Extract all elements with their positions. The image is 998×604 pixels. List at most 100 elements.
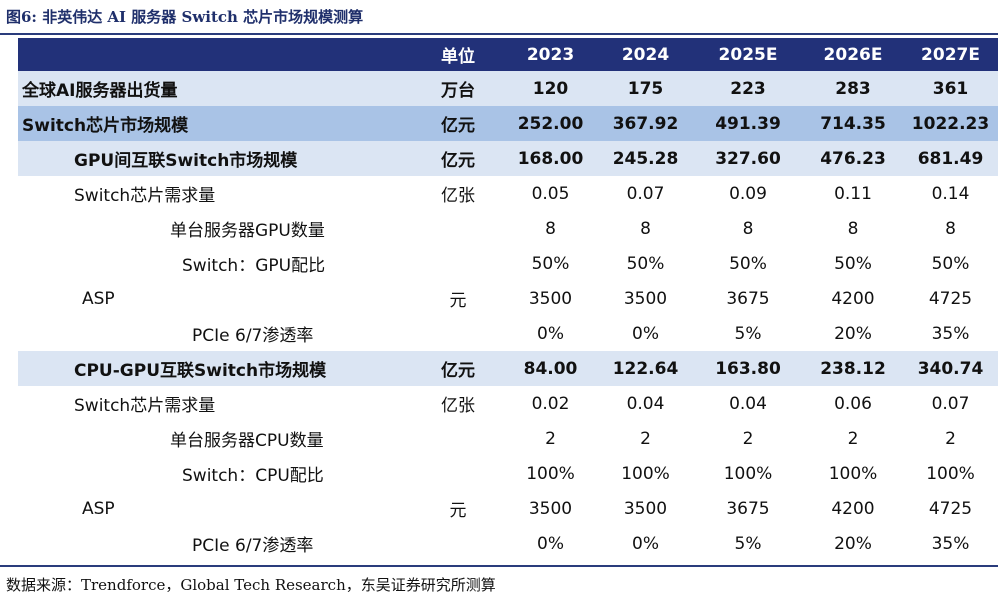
- value-cell: 0.09: [729, 183, 767, 204]
- value-cell: 2: [742, 428, 754, 449]
- value-cell: 84.00: [503, 351, 598, 386]
- value-cell: 367.92: [598, 106, 693, 141]
- value-cell: 20%: [834, 323, 872, 344]
- table-row: Switch芯片市场规模 亿元 252.00 367.92 491.39 714…: [18, 106, 998, 141]
- header-year: 2025E: [693, 38, 803, 71]
- row-unit: 亿张: [441, 396, 475, 416]
- row-label: PCIe 6/7渗透率: [192, 536, 314, 556]
- value-cell: 5%: [734, 533, 762, 554]
- row-label: GPU间互联Switch市场规模: [18, 141, 413, 176]
- row-unit: 亿元: [413, 106, 503, 141]
- row-unit: [413, 526, 503, 561]
- table-row: 单台服务器CPU数量 2 2 2 2 2: [18, 421, 998, 456]
- value-cell: 8: [945, 218, 956, 239]
- value-cell: 50%: [834, 253, 872, 274]
- value-cell: 2: [945, 428, 956, 449]
- row-label: 全球AI服务器出货量: [18, 71, 413, 106]
- value-cell: 327.60: [693, 141, 803, 176]
- value-cell: 4200: [831, 498, 875, 519]
- value-cell: 245.28: [598, 141, 693, 176]
- table-row: ASP 元 3500 3500 3675 4200 4725: [18, 491, 998, 526]
- value-cell: 50%: [626, 253, 665, 274]
- value-cell: 100%: [828, 463, 878, 484]
- value-cell: 120: [503, 71, 598, 106]
- value-cell: 714.35: [803, 106, 903, 141]
- table-row: Switch芯片需求量 亿张 0.05 0.07 0.09 0.11 0.14: [18, 176, 998, 211]
- value-cell: 8: [847, 218, 859, 239]
- value-cell: 0.14: [931, 183, 970, 204]
- figure-title: 图6: 非英伟达 AI 服务器 Switch 芯片市场规模测算: [6, 8, 364, 26]
- row-unit: [413, 246, 503, 281]
- header-year: 2027E: [903, 38, 998, 71]
- table-row: 全球AI服务器出货量 万台 120 175 223 283 361: [18, 71, 998, 106]
- table-row: GPU间互联Switch市场规模 亿元 168.00 245.28 327.60…: [18, 141, 998, 176]
- value-cell: 491.39: [693, 106, 803, 141]
- value-cell: 238.12: [803, 351, 903, 386]
- row-label: CPU-GPU互联Switch市场规模: [18, 351, 413, 386]
- market-size-table: 单位 2023 2024 2025E 2026E 2027E 全球AI服务器出货…: [18, 38, 998, 561]
- row-unit: [413, 456, 503, 491]
- value-cell: 4725: [928, 288, 973, 309]
- value-cell: 8: [742, 218, 754, 239]
- value-cell: 4200: [831, 288, 875, 309]
- value-cell: 0.06: [834, 393, 872, 414]
- header-year: 2024: [598, 38, 693, 71]
- value-cell: 283: [803, 71, 903, 106]
- value-cell: 3500: [623, 288, 668, 309]
- value-cell: 0%: [632, 323, 659, 344]
- value-cell: 122.64: [598, 351, 693, 386]
- row-label: PCIe 6/7渗透率: [192, 326, 314, 346]
- value-cell: 0.11: [834, 183, 872, 204]
- value-cell: 0.04: [626, 393, 665, 414]
- value-cell: 3675: [726, 498, 770, 519]
- value-cell: 175: [598, 71, 693, 106]
- header-label-cell: [18, 38, 413, 71]
- bottom-rule: [0, 565, 998, 567]
- row-unit: [413, 211, 503, 246]
- top-rule: [0, 33, 998, 35]
- value-cell: 50%: [531, 253, 570, 274]
- value-cell: 252.00: [503, 106, 598, 141]
- value-cell: 0.05: [531, 183, 570, 204]
- value-cell: 100%: [526, 463, 575, 484]
- value-cell: 0%: [632, 533, 659, 554]
- header-year: 2023: [503, 38, 598, 71]
- value-cell: 3500: [528, 288, 573, 309]
- value-cell: 35%: [931, 323, 970, 344]
- value-cell: 3500: [623, 498, 668, 519]
- value-cell: 35%: [931, 533, 970, 554]
- value-cell: 100%: [621, 463, 670, 484]
- table-row: Switch：CPU配比 100% 100% 100% 100% 100%: [18, 456, 998, 491]
- value-cell: 3500: [528, 498, 573, 519]
- row-label: Switch芯片需求量: [74, 396, 216, 416]
- value-cell: 50%: [729, 253, 767, 274]
- value-cell: 20%: [834, 533, 872, 554]
- table-row: Switch：GPU配比 50% 50% 50% 50% 50%: [18, 246, 998, 281]
- source-note: 数据来源：Trendforce，Global Tech Research，东吴证…: [6, 576, 496, 594]
- value-cell: 8: [640, 218, 651, 239]
- value-cell: 681.49: [903, 141, 998, 176]
- table-row: ASP 元 3500 3500 3675 4200 4725: [18, 281, 998, 316]
- table-row: PCIe 6/7渗透率 0% 0% 5% 20% 35%: [18, 316, 998, 351]
- value-cell: 50%: [931, 253, 970, 274]
- value-cell: 1022.23: [903, 106, 998, 141]
- value-cell: 0%: [537, 533, 564, 554]
- row-unit: [413, 421, 503, 456]
- value-cell: 0%: [537, 323, 564, 344]
- value-cell: 3675: [726, 288, 770, 309]
- row-label: ASP: [82, 498, 115, 519]
- value-cell: 223: [693, 71, 803, 106]
- row-unit: 元: [449, 501, 467, 521]
- value-cell: 100%: [926, 463, 975, 484]
- value-cell: 100%: [723, 463, 773, 484]
- row-label: Switch芯片市场规模: [18, 106, 413, 141]
- row-label: Switch芯片需求量: [74, 186, 216, 206]
- value-cell: 5%: [734, 323, 762, 344]
- value-cell: 0.04: [729, 393, 767, 414]
- row-label: 单台服务器CPU数量: [170, 431, 324, 451]
- row-label: ASP: [82, 288, 115, 309]
- value-cell: 0.07: [931, 393, 970, 414]
- table-row: CPU-GPU互联Switch市场规模 亿元 84.00 122.64 163.…: [18, 351, 998, 386]
- row-label: 单台服务器GPU数量: [170, 221, 325, 241]
- table-row: Switch芯片需求量 亿张 0.02 0.04 0.04 0.06 0.07: [18, 386, 998, 421]
